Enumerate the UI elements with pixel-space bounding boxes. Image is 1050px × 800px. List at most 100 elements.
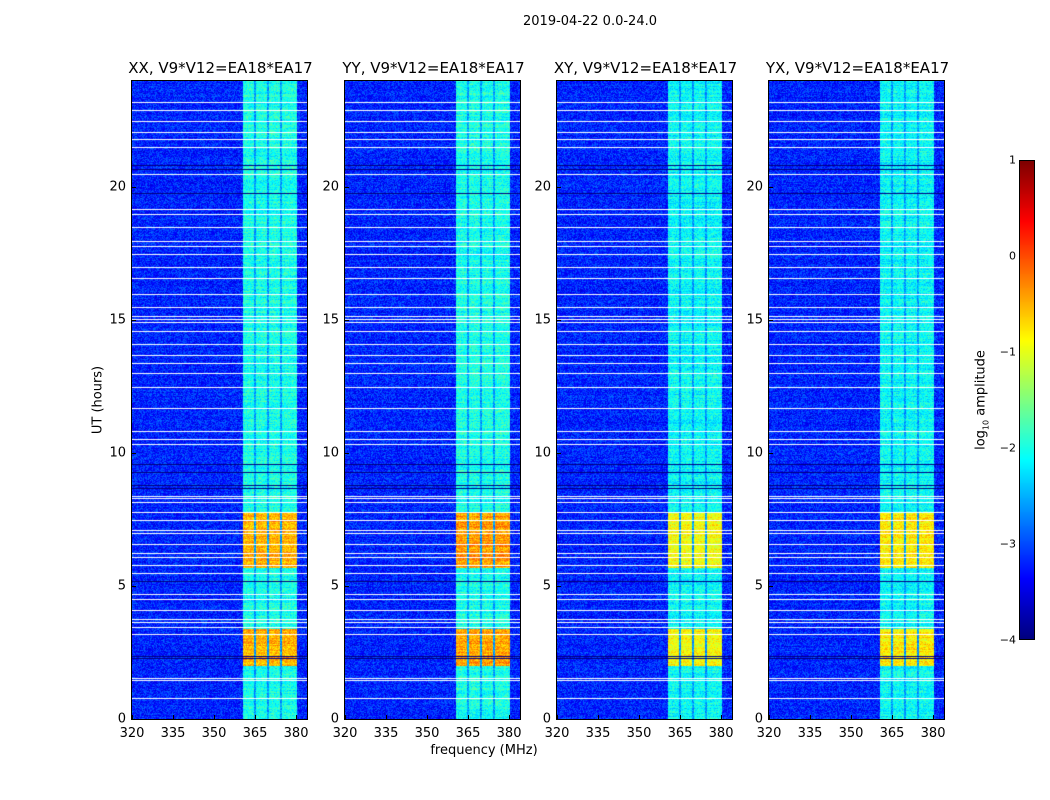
y-tick-label: 0 (542, 711, 551, 727)
colorbar (1019, 160, 1035, 640)
panel-title: YY, V9*V12=EA18*EA17 (342, 59, 525, 77)
y-tick-mark (557, 719, 561, 720)
y-tick-label: 5 (754, 578, 763, 594)
x-tick-label: 320 (119, 726, 145, 741)
y-tick-label: 5 (542, 578, 551, 594)
heatmap-image (557, 81, 732, 719)
panel-title: XY, V9*V12=EA18*EA17 (553, 59, 738, 77)
colorbar-tick-label: 1 (1009, 153, 1016, 167)
y-tick-mark (557, 320, 561, 322)
y-tick-mark (345, 719, 349, 720)
y-tick-label: 15 (109, 312, 126, 328)
y-tick-label: 10 (322, 445, 339, 461)
x-tick-label: 365 (242, 726, 268, 741)
y-tick-label: 15 (534, 312, 551, 328)
x-tick-label: 365 (455, 726, 481, 741)
y-tick-mark (132, 187, 136, 189)
colorbar-label: log10 amplitude (973, 350, 991, 450)
colorbar-tick-label: −1 (999, 345, 1016, 359)
x-tick-label: 365 (667, 726, 693, 741)
x-tick-mark (598, 715, 600, 719)
x-tick-label: 320 (544, 726, 570, 741)
x-tick-label: 350 (626, 726, 652, 741)
x-tick-mark (892, 715, 894, 719)
y-tick-mark (345, 320, 349, 322)
y-tick-mark (345, 187, 349, 189)
heatmap-image (132, 81, 307, 719)
x-tick-label: 380 (283, 726, 309, 741)
x-tick-mark (810, 715, 812, 719)
x-tick-mark (132, 715, 133, 719)
figure-title: 2019-04-22 0.0-24.0 (523, 14, 657, 29)
x-tick-mark (255, 715, 257, 719)
x-tick-mark (345, 715, 346, 719)
x-tick-mark (680, 715, 682, 719)
colorbar-tick-label: −2 (999, 441, 1016, 455)
x-tick-label: 350 (414, 726, 440, 741)
x-tick-label: 335 (160, 726, 186, 741)
x-tick-mark (557, 715, 558, 719)
heatmap-panel-xy: XY, V9*V12=EA18*EA17 320 335 350 365 380 0 5 10… (534, 59, 737, 741)
y-tick-label: 20 (109, 179, 126, 195)
x-tick-mark (296, 715, 298, 719)
y-tick-label: 10 (109, 445, 126, 461)
y-tick-label: 20 (746, 179, 763, 195)
y-tick-mark (769, 586, 773, 588)
x-tick-mark (851, 715, 853, 719)
y-tick-label: 10 (534, 445, 551, 461)
x-tick-label: 335 (797, 726, 823, 741)
x-tick-mark (933, 715, 935, 719)
y-tick-mark (769, 187, 773, 189)
y-tick-label: 15 (746, 312, 763, 328)
x-tick-label: 335 (585, 726, 611, 741)
y-tick-label: 10 (746, 445, 763, 461)
y-axis-label: UT (hours) (90, 365, 106, 435)
x-tick-mark (509, 715, 511, 719)
y-tick-mark (557, 187, 561, 189)
colorbar-tick-label: 0 (1009, 249, 1016, 263)
x-tick-label: 380 (708, 726, 734, 741)
x-tick-mark (214, 715, 216, 719)
y-tick-mark (132, 719, 136, 720)
x-tick-label: 380 (920, 726, 946, 741)
y-tick-mark (132, 453, 136, 455)
y-tick-mark (345, 586, 349, 588)
y-tick-label: 20 (534, 179, 551, 195)
x-tick-label: 320 (332, 726, 358, 741)
y-tick-label: 5 (330, 578, 339, 594)
y-tick-label: 5 (117, 578, 126, 594)
y-tick-label: 0 (330, 711, 339, 727)
y-tick-label: 0 (117, 711, 126, 727)
y-tick-label: 0 (754, 711, 763, 727)
x-tick-label: 350 (838, 726, 864, 741)
y-tick-mark (769, 320, 773, 322)
x-tick-label: 365 (879, 726, 905, 741)
heatmap-panel-xx: XX, V9*V12=EA18*EA17 320 335 350 365 380 0 5 10… (109, 59, 312, 741)
y-tick-mark (132, 586, 136, 588)
y-tick-label: 20 (322, 179, 339, 195)
x-tick-mark (427, 715, 429, 719)
y-tick-mark (557, 586, 561, 588)
y-tick-mark (769, 453, 773, 455)
x-tick-label: 320 (756, 726, 782, 741)
y-tick-mark (557, 453, 561, 455)
x-tick-label: 335 (373, 726, 399, 741)
heatmap-image (769, 81, 944, 719)
heatmap-image (345, 81, 520, 719)
y-tick-mark (769, 719, 773, 720)
y-tick-mark (132, 320, 136, 322)
heatmap-panel-yy: YY, V9*V12=EA18*EA17 320 335 350 365 380 0 5 10… (322, 59, 524, 741)
x-tick-mark (173, 715, 175, 719)
x-axis-label: frequency (MHz) (430, 743, 538, 758)
x-tick-mark (468, 715, 470, 719)
x-tick-mark (769, 715, 770, 719)
colorbar-tick-label: −4 (999, 633, 1016, 647)
y-tick-mark (345, 453, 349, 455)
heatmap-panel-yx: YX, V9*V12=EA18*EA17 320 335 350 365 380 0 5 10… (746, 59, 949, 741)
x-tick-label: 380 (496, 726, 522, 741)
x-tick-mark (639, 715, 641, 719)
panel-title: XX, V9*V12=EA18*EA17 (128, 59, 313, 77)
colorbar-tick-label: −3 (999, 537, 1016, 551)
x-tick-mark (721, 715, 723, 719)
y-tick-label: 15 (322, 312, 339, 328)
